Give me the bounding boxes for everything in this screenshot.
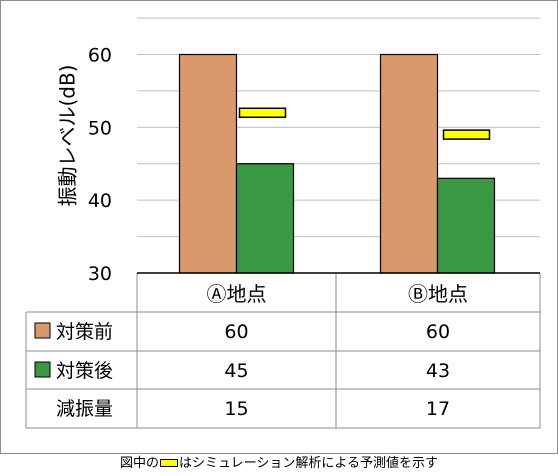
caption-text-after: はシミュレーション解析による予測値を示す [178,456,439,471]
simulation-marker [238,107,287,119]
table-row-label: 減振量 [56,398,113,420]
y-tick-label: 60 [88,45,112,67]
category-label: Ⓑ地点 [408,282,468,306]
table-cell: 60 [426,321,450,343]
table-cell: 17 [426,398,450,420]
bar [178,53,238,274]
bar [235,163,295,274]
category-label: Ⓐ地点 [207,282,267,306]
table-row-label: 対策前 [56,321,113,343]
bar [436,177,496,274]
y-tick-label: 40 [88,190,112,212]
caption-text-before: 図中の [119,456,159,471]
table-cell: 45 [224,360,248,382]
table-cell: 15 [224,398,248,420]
table-cell: 60 [224,321,248,343]
table-cell: 43 [426,360,450,382]
bar [379,53,439,274]
table-row-label: 対策後 [56,360,113,382]
y-tick-label: 50 [88,117,112,139]
simulation-legend-swatch [159,458,178,467]
y-tick-label: 30 [88,263,112,285]
legend-swatch [34,322,51,339]
chart-caption: 図中の はシミュレーション解析による予測値を示す [0,453,558,476]
simulation-marker [442,129,491,140]
y-axis-title: 振動レベル(dB) [56,65,80,207]
legend-swatch [34,361,51,378]
